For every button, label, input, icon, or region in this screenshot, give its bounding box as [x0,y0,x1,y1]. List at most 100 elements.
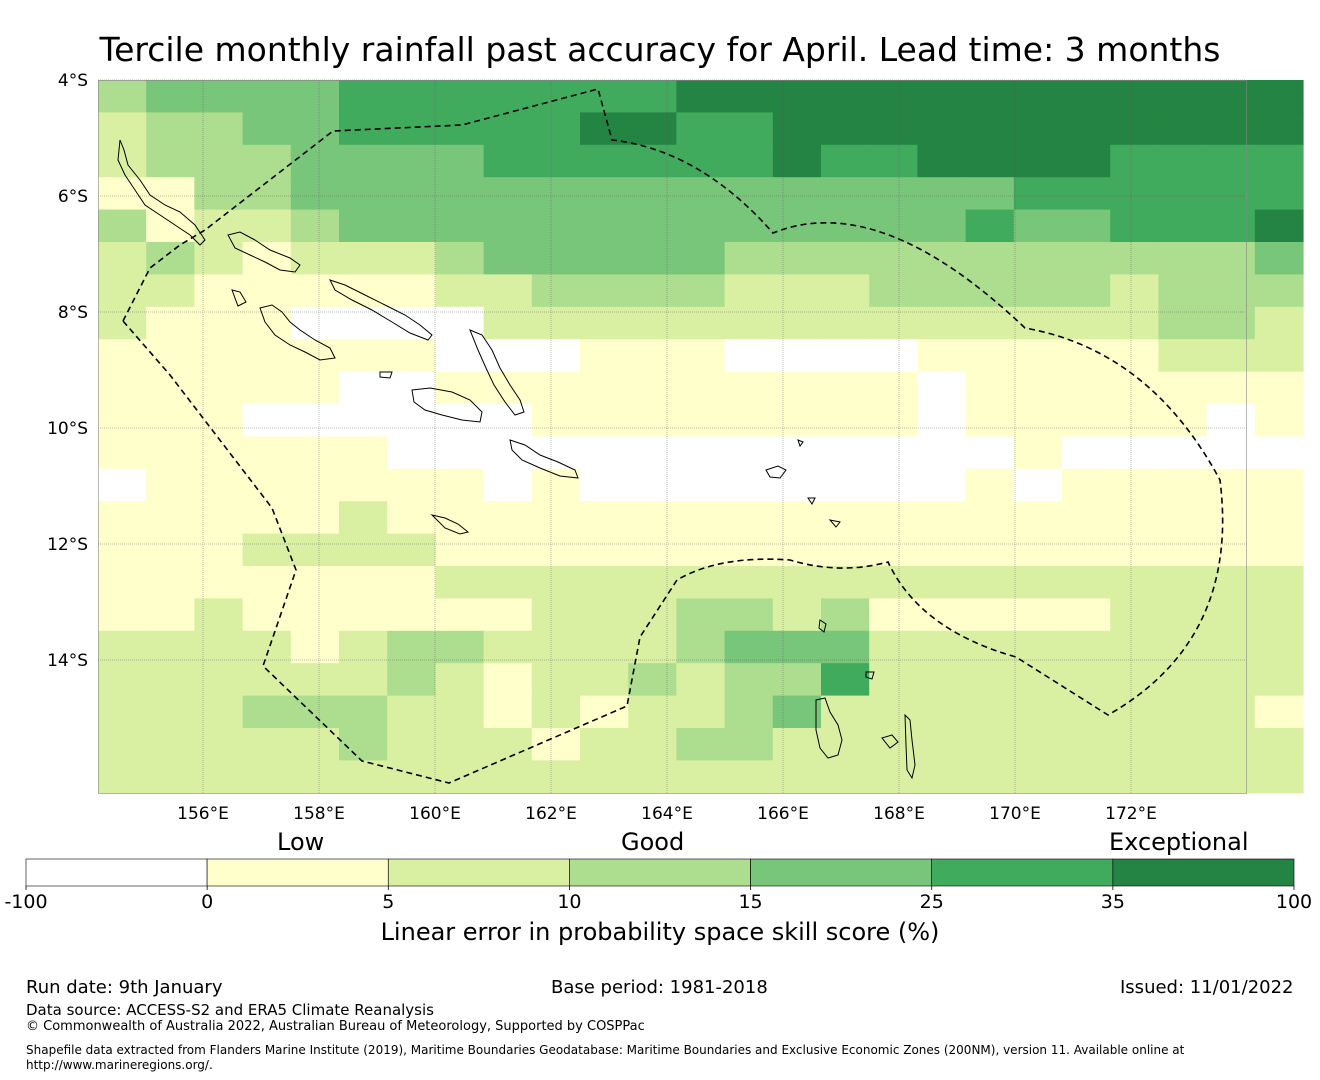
grid-cell [917,177,967,211]
grid-cell [194,306,244,340]
grid-cell [772,728,822,761]
grid-cell [772,501,822,535]
grid-cell [1206,209,1256,243]
grid-cell [194,112,244,146]
grid-cell [821,144,870,178]
grid-cell [146,598,195,632]
coastline-small-2 [807,497,816,505]
grid-cell [821,501,870,535]
grid-cell [580,144,629,178]
grid-cell [242,339,292,373]
grid-cell [1206,566,1256,599]
grid-cell [435,533,485,567]
grid-cell [194,501,244,535]
grid-cell [290,760,340,794]
grid-cell [1206,630,1256,664]
grid-cell [98,177,147,211]
grid-cell [869,144,918,178]
grid-cell [965,663,1015,697]
grid-cell [580,80,629,113]
grid-cell [821,760,870,794]
grid-cell [339,695,388,729]
grid-cell [483,144,533,178]
grid-cell [821,242,870,275]
grid-cell [194,339,244,373]
grid-cell [98,436,147,470]
grid-cell [435,468,485,502]
grid-cell [772,112,822,146]
grid-cell [483,566,533,599]
data-source: Data source: ACCESS-S2 and ERA5 Climate … [26,1001,434,1019]
grid-cell [98,533,147,567]
grid-cell [628,274,677,308]
grid-cell [1254,80,1304,113]
grid-cell [1158,80,1208,113]
grid-cell [435,598,485,632]
grid-cell [772,404,822,437]
grid-cell [1206,177,1256,211]
grid-cell [387,404,436,437]
grid-cell [194,177,244,211]
grid-cell [676,371,726,405]
grid-cell [290,728,340,761]
grid-cell [242,144,292,178]
grid-cell [772,533,822,567]
grid-cell [194,404,244,437]
grid-cell [628,436,677,470]
grid-cell [917,144,967,178]
grid-cell [387,209,436,243]
grid-cell [869,630,918,664]
grid-cell [1254,274,1304,308]
grid-cell [965,695,1015,729]
category-exceptional: Exceptional [1109,828,1249,856]
grid-cell [387,630,436,664]
grid-cell [194,728,244,761]
grid-cell [965,533,1015,567]
grid-cell [98,760,147,794]
grid-cell [98,339,147,373]
lon-label: 164°E [641,804,693,824]
grid-cell [580,339,629,373]
grid-cell [580,404,629,437]
grid-cell [290,242,340,275]
grid-cell [917,209,967,243]
grid-cell [98,144,147,178]
copyright: © Commonwealth of Australia 2022, Austra… [26,1019,645,1034]
grid-cell [772,760,822,794]
grid-cell [676,274,726,308]
grid-cell [1013,306,1063,340]
grid-cell [290,501,340,535]
grid-cell [1110,630,1159,664]
grid-cell [772,144,822,178]
grid-cell [194,663,244,697]
grid-cell [242,630,292,664]
grid-cell [435,436,485,470]
grid-cell [1254,144,1304,178]
grid-cell [628,468,677,502]
grid-cell [531,468,581,502]
grid-cell [146,566,195,599]
grid-cell [290,598,340,632]
grid-cell [531,533,581,567]
grid-cell [1062,566,1111,599]
grid-cell [965,404,1015,437]
grid-cell [1013,80,1063,113]
grid-cell [1206,728,1256,761]
grid-cell [435,566,485,599]
grid-cell [146,728,195,761]
coastline-small-1 [797,439,804,448]
grid-cell [1062,306,1111,340]
grid-cell [483,371,533,405]
grid-cell [387,663,436,697]
grid-cell [821,695,870,729]
grid-cell [435,209,485,243]
grid-cell [242,209,292,243]
grid-cell [580,598,629,632]
grid-cell [387,242,436,275]
grid-cell [1013,112,1063,146]
lat-label: 12°S [47,535,88,555]
grid-cell [146,177,195,211]
grid-cell [580,533,629,567]
grid-cell [1206,501,1256,535]
latitude-labels: 4°S 6°S 8°S 10°S 12°S 14°S [47,71,88,671]
